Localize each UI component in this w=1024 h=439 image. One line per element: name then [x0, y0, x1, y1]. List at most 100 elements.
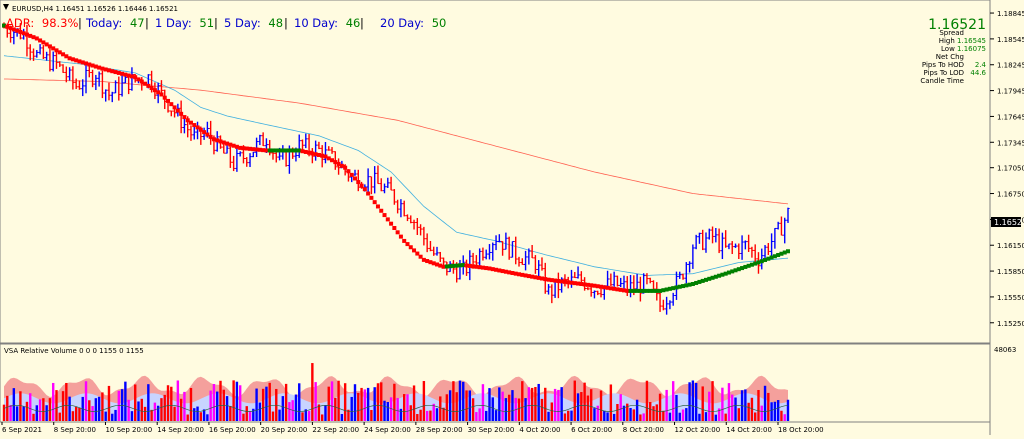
- time-tick-label-6: 22 Sep 20:00: [312, 426, 359, 434]
- trend-ma-point: [123, 72, 128, 77]
- trend-ma-point: [621, 288, 626, 293]
- adr-day1: 1 Day: 51: [155, 16, 214, 30]
- volume-bar: [498, 387, 501, 421]
- volume-bar: [465, 390, 468, 421]
- trend-ma-point: [2, 23, 6, 28]
- fast-ma-line: [3, 55, 789, 276]
- trend-ma-point: [717, 273, 722, 278]
- volume-bar: [150, 409, 153, 421]
- trend-ma-point: [730, 269, 735, 274]
- volume-bar: [65, 382, 68, 421]
- info-pips-hod-value: 2.4: [975, 61, 987, 69]
- volume-bar: [235, 381, 239, 421]
- trend-ma-point: [116, 70, 121, 75]
- volume-bar: [284, 383, 288, 421]
- trend-ma-point: [415, 251, 420, 256]
- trend-ma-point: [526, 274, 531, 279]
- volume-bar: [104, 411, 107, 421]
- trend-ma-point: [592, 283, 597, 288]
- volume-bar: [635, 399, 639, 421]
- trend-ma-point: [136, 77, 141, 82]
- volume-bar: [619, 394, 622, 421]
- volume-bar: [763, 385, 767, 421]
- volume-bar: [639, 414, 642, 421]
- volume-bar: [324, 405, 327, 421]
- volume-bar: [134, 384, 137, 421]
- trend-ma-point: [162, 95, 167, 100]
- trend-ma-point: [536, 275, 541, 280]
- trend-ma-point: [746, 263, 751, 268]
- price-pane[interactable]: [0, 0, 991, 344]
- trend-ma-point: [356, 180, 361, 185]
- trend-ma-point: [152, 88, 157, 93]
- volume-bar: [412, 385, 416, 421]
- volume-bar: [567, 410, 570, 421]
- trend-ma-point: [740, 266, 745, 271]
- trend-ma-point: [70, 57, 75, 62]
- trend-ma-point: [484, 266, 489, 271]
- trend-ma-point: [264, 148, 269, 153]
- fast-moving-average: [3, 55, 789, 276]
- volume-bar: [767, 392, 770, 421]
- volume-bar: [540, 398, 544, 421]
- trend-ma-point: [149, 86, 154, 90]
- trend-ma-point: [608, 286, 613, 291]
- volume-bar: [271, 411, 275, 421]
- adr-day20-label: 20 Day:: [380, 16, 424, 30]
- trend-ma-point: [703, 277, 708, 282]
- volume-bar: [383, 400, 386, 421]
- volume-bar: [350, 396, 353, 421]
- volume-bar: [127, 399, 130, 421]
- volume-bar: [471, 398, 475, 421]
- volume-bar: [45, 405, 48, 421]
- volume-bar: [685, 408, 688, 421]
- trend-ma-point: [661, 288, 666, 293]
- trend-ma-point: [448, 264, 453, 269]
- trend-ma-point: [372, 200, 377, 205]
- adr-header: ADR: 98.3%: [6, 16, 78, 30]
- volume-bar: [2, 404, 6, 421]
- volume-bar: [737, 408, 740, 421]
- volume-bar: [675, 394, 678, 421]
- volume-bar: [229, 405, 232, 421]
- trend-ma-point: [297, 148, 302, 153]
- volume-bar: [442, 407, 445, 421]
- trend-ma-point: [208, 134, 213, 139]
- volume-title: VSA Relative Volume 0 0 0 1155 0 1155: [4, 347, 144, 355]
- trend-ma-point: [677, 284, 682, 289]
- trend-ma-point: [707, 276, 712, 281]
- adr-sep-1: |: [78, 16, 82, 30]
- volume-bar: [550, 402, 554, 421]
- adr-day10-label: 10 Day:: [294, 16, 338, 30]
- slow-moving-average: [4, 78, 789, 205]
- trend-ma-point: [681, 284, 686, 289]
- trend-ma-point: [320, 153, 325, 158]
- volume-bar: [491, 397, 494, 421]
- time-tick-label-0: 6 Sep 2021: [2, 426, 42, 434]
- trend-ma-point: [87, 62, 92, 67]
- trend-ma-point: [238, 145, 243, 150]
- trend-ma-point: [612, 286, 617, 291]
- trend-ma-point: [562, 279, 567, 284]
- trend-ma-point: [5, 24, 10, 29]
- volume-bar: [186, 414, 189, 421]
- trend-ma-point: [539, 276, 544, 281]
- adr-sep-5: |: [360, 16, 364, 30]
- trend-ma-point: [21, 31, 26, 36]
- volume-bar: [199, 412, 203, 421]
- volume-bar: [19, 391, 22, 421]
- volume-bar: [212, 383, 216, 421]
- trend-ma-point: [316, 152, 321, 157]
- trend-ma-point: [159, 92, 164, 97]
- volume-bar: [724, 413, 727, 421]
- price-tick-label-11: 1.15550: [997, 294, 1024, 302]
- volume-bar: [694, 382, 698, 421]
- volume-bar: [193, 408, 196, 421]
- trend-ma-point: [523, 273, 528, 278]
- volume-bar: [448, 390, 452, 421]
- volume-bar: [209, 390, 212, 421]
- trend-ma-point: [97, 65, 102, 70]
- volume-bar: [137, 401, 140, 421]
